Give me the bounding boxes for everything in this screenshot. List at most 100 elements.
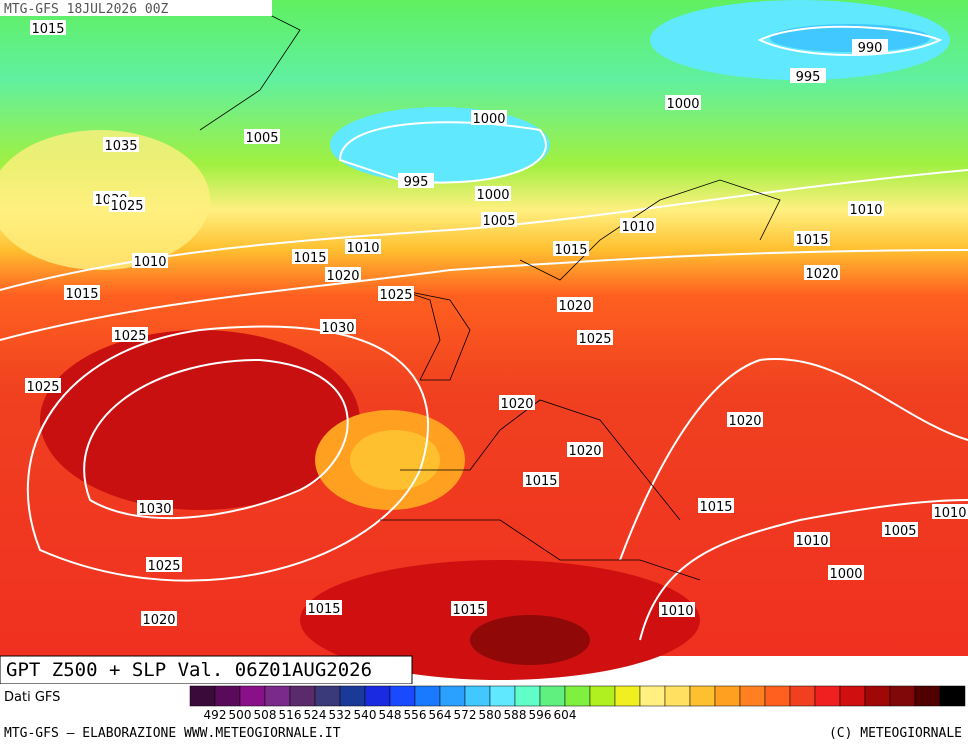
colorbar-swatch	[639, 685, 666, 707]
colorbar-swatch	[739, 685, 766, 707]
isobar-label-box	[132, 253, 168, 268]
colorbar-swatch	[439, 685, 466, 707]
isobar-label: 1020	[326, 269, 359, 284]
colorbar-swatch	[764, 685, 791, 707]
isobar-label: 1015	[524, 474, 557, 489]
colorbar-swatch	[689, 685, 716, 707]
isobar-label-box	[345, 239, 381, 254]
isobar-label: 1020	[728, 414, 761, 429]
isobar-label-box	[499, 395, 535, 410]
isobar-label: 1030	[321, 321, 354, 336]
isobar-label: 1015	[452, 603, 485, 618]
isobar-label-box	[481, 212, 517, 227]
colorbar-label: 532	[329, 708, 352, 722]
isobar-label-box	[292, 249, 328, 264]
isobar-label: 1015	[554, 243, 587, 258]
isobar-label-box	[112, 327, 148, 342]
isobar-label-box	[306, 600, 342, 615]
isobar-label: 1005	[883, 524, 916, 539]
isobar-label: 1010	[346, 241, 379, 256]
isobar-label-box	[882, 522, 918, 537]
colorbar-swatch	[489, 685, 516, 707]
title-box	[0, 655, 413, 685]
colorbar-label: 540	[354, 708, 377, 722]
colorbar-label: 604	[554, 708, 577, 722]
colorbar-label: 516	[279, 708, 302, 722]
isobar-label: 1020	[805, 267, 838, 282]
colorbar-swatch	[314, 685, 341, 707]
colorbar-swatch	[364, 685, 391, 707]
colorbar-swatch	[539, 685, 566, 707]
colorbar-swatch	[239, 685, 266, 707]
isobar-label-box	[698, 498, 734, 513]
colorbar-swatch	[839, 685, 866, 707]
high-area	[40, 330, 360, 510]
isobar-label: 1000	[829, 567, 862, 582]
isobar-label: 1015	[795, 233, 828, 248]
colorbar-swatch	[589, 685, 616, 707]
colorbar-label: 508	[254, 708, 277, 722]
isobar-label-box	[64, 285, 100, 300]
isobar-label: 990	[858, 41, 883, 56]
isobar-label-box	[146, 557, 182, 572]
isobar-label-box	[727, 412, 763, 427]
isobar-label: 1015	[65, 287, 98, 302]
isobar-label: 1025	[26, 380, 59, 395]
isobar-label-box	[794, 532, 830, 547]
isobar-label: 995	[796, 70, 821, 85]
isobar-label: 1010	[621, 220, 654, 235]
isobar-label-box	[451, 601, 487, 616]
colorbar-label: 492	[204, 708, 227, 722]
isobar-label: 1020	[142, 613, 175, 628]
isobar-label-box	[475, 186, 511, 201]
isobar-label: 1025	[578, 332, 611, 347]
colorbar-swatch	[414, 685, 441, 707]
isobar-label-box	[109, 197, 145, 212]
isobar-label-box	[137, 500, 173, 515]
low-core	[770, 24, 930, 52]
colorbar-label: 556	[404, 708, 427, 722]
isobar-label: 1020	[558, 299, 591, 314]
isobar-label: 1015	[31, 22, 64, 37]
isobar-label: 995	[404, 175, 429, 190]
isobar-label: 1030	[138, 502, 171, 517]
isobar-label-box	[320, 319, 356, 334]
colorbar-swatch	[464, 685, 491, 707]
isobar-label: 1005	[245, 131, 278, 146]
isobar-label-box	[557, 297, 593, 312]
isobar-label: 1025	[147, 559, 180, 574]
isobar-label: 1005	[482, 214, 515, 229]
colorbar-swatch	[864, 685, 891, 707]
colorbar-label: 548	[379, 708, 402, 722]
colorbar-swatch	[614, 685, 641, 707]
heat-core	[470, 615, 590, 665]
isobar-label-box	[659, 602, 695, 617]
colorbar-swatch	[714, 685, 741, 707]
isobar-label: 1010	[795, 534, 828, 549]
isobar-label-box	[567, 442, 603, 457]
colorbar-label: 588	[504, 708, 527, 722]
isobar-label: 1010	[660, 604, 693, 619]
colorbar-swatch	[289, 685, 316, 707]
isobar-label: 1025	[110, 199, 143, 214]
isobar-label: 1000	[476, 188, 509, 203]
isobar-label-box	[244, 129, 280, 144]
isobar-label: 1035	[104, 139, 137, 154]
source: Dati GFS	[4, 690, 60, 705]
isobar-label: 1020	[568, 444, 601, 459]
isobar-label-box	[553, 241, 589, 256]
colorbar-swatch	[564, 685, 591, 707]
colorbar-swatch	[189, 685, 216, 707]
colorbar-swatch	[939, 685, 966, 707]
isobar-label-box	[325, 267, 361, 282]
isobar-label: 1000	[666, 97, 699, 112]
isobar-label-box	[30, 20, 66, 35]
isobar-label: 1015	[293, 251, 326, 266]
low-area	[330, 107, 550, 183]
isobar-label: 1015	[699, 500, 732, 515]
isobar-label-box	[471, 110, 507, 125]
isobar-label: 1010	[849, 203, 882, 218]
header-title: MTG-GFS 18JUL2026 00Z	[4, 2, 169, 17]
